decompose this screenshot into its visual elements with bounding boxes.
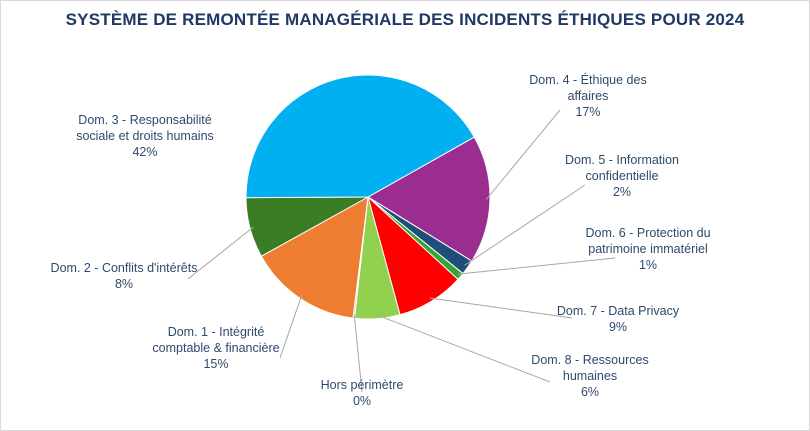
slice-label-line: Dom. 4 - Éthique des xyxy=(529,72,646,87)
slice-label-6: Hors périmètre 0% xyxy=(321,378,404,408)
slice-percent: 42% xyxy=(132,145,157,159)
leader-line-6 xyxy=(353,314,363,393)
slice-percent: 0% xyxy=(353,394,371,408)
slice-label-line: Dom. 6 - Protection du xyxy=(585,226,710,240)
slice-label-5: Dom. 8 - Ressources humaines 6% xyxy=(531,353,648,399)
pie-slice-9 xyxy=(245,74,475,199)
pie-slice-7 xyxy=(260,196,369,319)
slice-label-line: sociale et droits humains xyxy=(76,129,214,143)
slice-percent: 17% xyxy=(575,105,600,119)
slice-label-4: Dom. 7 - Data Privacy 9% xyxy=(557,304,680,334)
slice-percent: 15% xyxy=(203,357,228,371)
slice-label-line: Dom. 1 - Intégrité xyxy=(168,325,265,339)
slice-label-line: Dom. 2 - Conflits d'intérêts xyxy=(51,261,198,275)
slice-label-line: Dom. 3 - Responsabilité xyxy=(78,113,211,127)
slice-percent: 6% xyxy=(581,385,599,399)
slice-label-3: Dom. 6 - Protection du patrimoine immatér… xyxy=(585,226,710,272)
slice-percent: 2% xyxy=(613,185,631,199)
slice-percent: 8% xyxy=(115,277,133,291)
chart-title: SYSTÈME DE REMONTÉE MANAGÉRIALE DES INCI… xyxy=(65,10,745,29)
leader-line-8 xyxy=(187,226,254,280)
leader-line-7 xyxy=(279,294,303,359)
slice-percent: 9% xyxy=(609,320,627,334)
leader-line-1 xyxy=(485,109,561,200)
slice-label-1: Dom. 4 - Éthique des affaires 17% xyxy=(529,72,646,119)
slice-label-7: Dom. 1 - Intégrité comptable & financière… xyxy=(152,325,279,371)
slice-label-line: Dom. 8 - Ressources xyxy=(531,353,648,367)
leader-line-4 xyxy=(429,297,573,319)
slice-label-line: humaines xyxy=(563,369,617,383)
slice-label-line: affaires xyxy=(568,89,609,103)
slice-label-line: Dom. 7 - Data Privacy xyxy=(557,304,680,318)
slice-label-line: Dom. 5 - Information xyxy=(565,153,679,167)
slice-label-line: comptable & financière xyxy=(152,341,279,355)
slice-label-line: Hors périmètre xyxy=(321,378,404,392)
slice-label-2: Dom. 5 - Information confidentielle 2% xyxy=(565,153,679,199)
leader-line-3 xyxy=(457,257,616,275)
slice-percent: 1% xyxy=(639,258,657,272)
slice-label-9: Dom. 3 - Responsabilité sociale et droits… xyxy=(76,113,214,159)
slice-label-8: Dom. 2 - Conflits d'intérêts 8% xyxy=(51,261,198,291)
pie-slice-1 xyxy=(367,136,491,262)
slice-label-line: patrimoine immatériel xyxy=(588,242,707,256)
slice-label-line: confidentielle xyxy=(586,169,659,183)
leader-line-5 xyxy=(376,314,551,383)
leader-line-2 xyxy=(464,184,586,266)
